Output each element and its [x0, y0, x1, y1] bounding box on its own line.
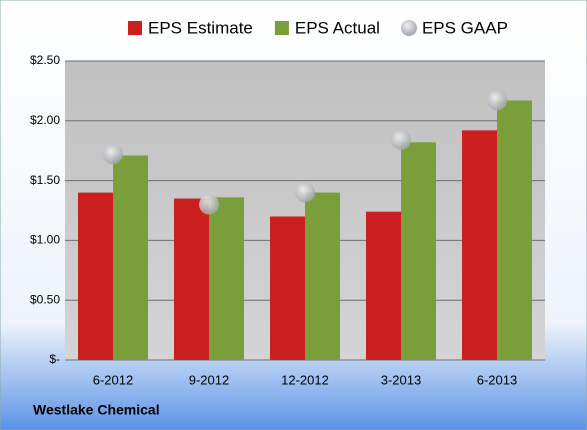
- bar: [113, 155, 148, 360]
- x-tick-label: 6-2012: [93, 372, 133, 387]
- bar: [174, 198, 209, 360]
- legend-swatch: [128, 21, 142, 35]
- point: [391, 129, 411, 150]
- point: [103, 144, 123, 165]
- y-tick-label: $2.00: [30, 113, 60, 127]
- bar: [78, 192, 113, 360]
- bar: [209, 197, 244, 360]
- bar: [366, 211, 401, 360]
- legend-label: EPS Estimate: [148, 18, 253, 37]
- bar: [305, 192, 340, 360]
- legend-label: EPS Actual: [295, 18, 380, 37]
- legend-swatch: [274, 21, 289, 35]
- x-tick-label: 12-2012: [281, 372, 329, 387]
- y-tick-label: $1.50: [30, 173, 60, 187]
- y-tick-label: $-: [49, 352, 60, 366]
- y-tick-label: $1.00: [30, 233, 60, 247]
- legend-label: EPS GAAP: [422, 18, 508, 37]
- x-tick-label: 3-2013: [381, 372, 421, 387]
- point: [199, 194, 219, 215]
- point: [487, 90, 507, 111]
- x-tick-label: 6-2013: [477, 372, 517, 387]
- x-tick-label: 9-2012: [189, 372, 229, 387]
- y-tick-label: $0.50: [30, 292, 60, 306]
- bar: [497, 100, 532, 360]
- bar: [270, 216, 305, 360]
- bar: [462, 130, 497, 360]
- legend-swatch: [400, 20, 417, 36]
- point: [295, 182, 315, 203]
- y-tick-label: $2.50: [30, 53, 60, 67]
- footer: Westlake Chemical: [33, 402, 160, 418]
- bar: [401, 142, 436, 360]
